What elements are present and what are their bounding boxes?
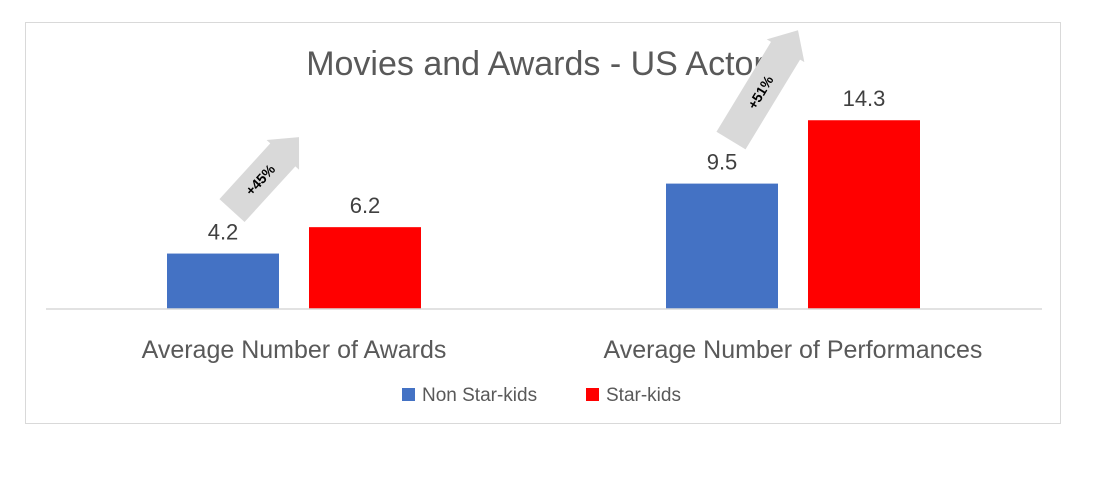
legend-swatch bbox=[402, 388, 415, 401]
increase-arrow: +51% bbox=[716, 30, 805, 150]
data-label: 9.5 bbox=[707, 150, 738, 175]
data-label: 6.2 bbox=[350, 193, 381, 218]
data-label: 4.2 bbox=[208, 220, 239, 245]
arrows-layer: +45% +51% bbox=[219, 30, 805, 223]
labels-layer: 4.2 6.2 Average Number of Awards 9.5 14.3 Ave… bbox=[142, 86, 983, 364]
legend: Non Star-kids Star-kids bbox=[402, 385, 681, 406]
chart-svg: Movies and Awards - US Actors +45% +51% 4… bbox=[46, 30, 1042, 406]
increase-arrow: +45% bbox=[219, 137, 300, 223]
data-label: 14.3 bbox=[843, 86, 886, 111]
bar-non-star-kids-1 bbox=[666, 183, 778, 309]
chart-title: Movies and Awards - US Actors bbox=[306, 45, 782, 83]
bars-layer bbox=[167, 120, 920, 310]
legend-swatch bbox=[586, 388, 599, 401]
legend-label: Star-kids bbox=[606, 385, 681, 406]
legend-label: Non Star-kids bbox=[422, 385, 537, 406]
arrow-shape bbox=[716, 30, 805, 150]
category-label: Average Number of Awards bbox=[142, 336, 447, 364]
bar-star-kids-0 bbox=[309, 227, 421, 309]
chart-frame: Movies and Awards - US Actors +45% +51% 4… bbox=[25, 22, 1061, 424]
bar-star-kids-1 bbox=[808, 120, 920, 310]
arrow-shape bbox=[219, 137, 300, 223]
category-label: Average Number of Performances bbox=[604, 336, 983, 364]
bar-non-star-kids-0 bbox=[167, 253, 279, 309]
